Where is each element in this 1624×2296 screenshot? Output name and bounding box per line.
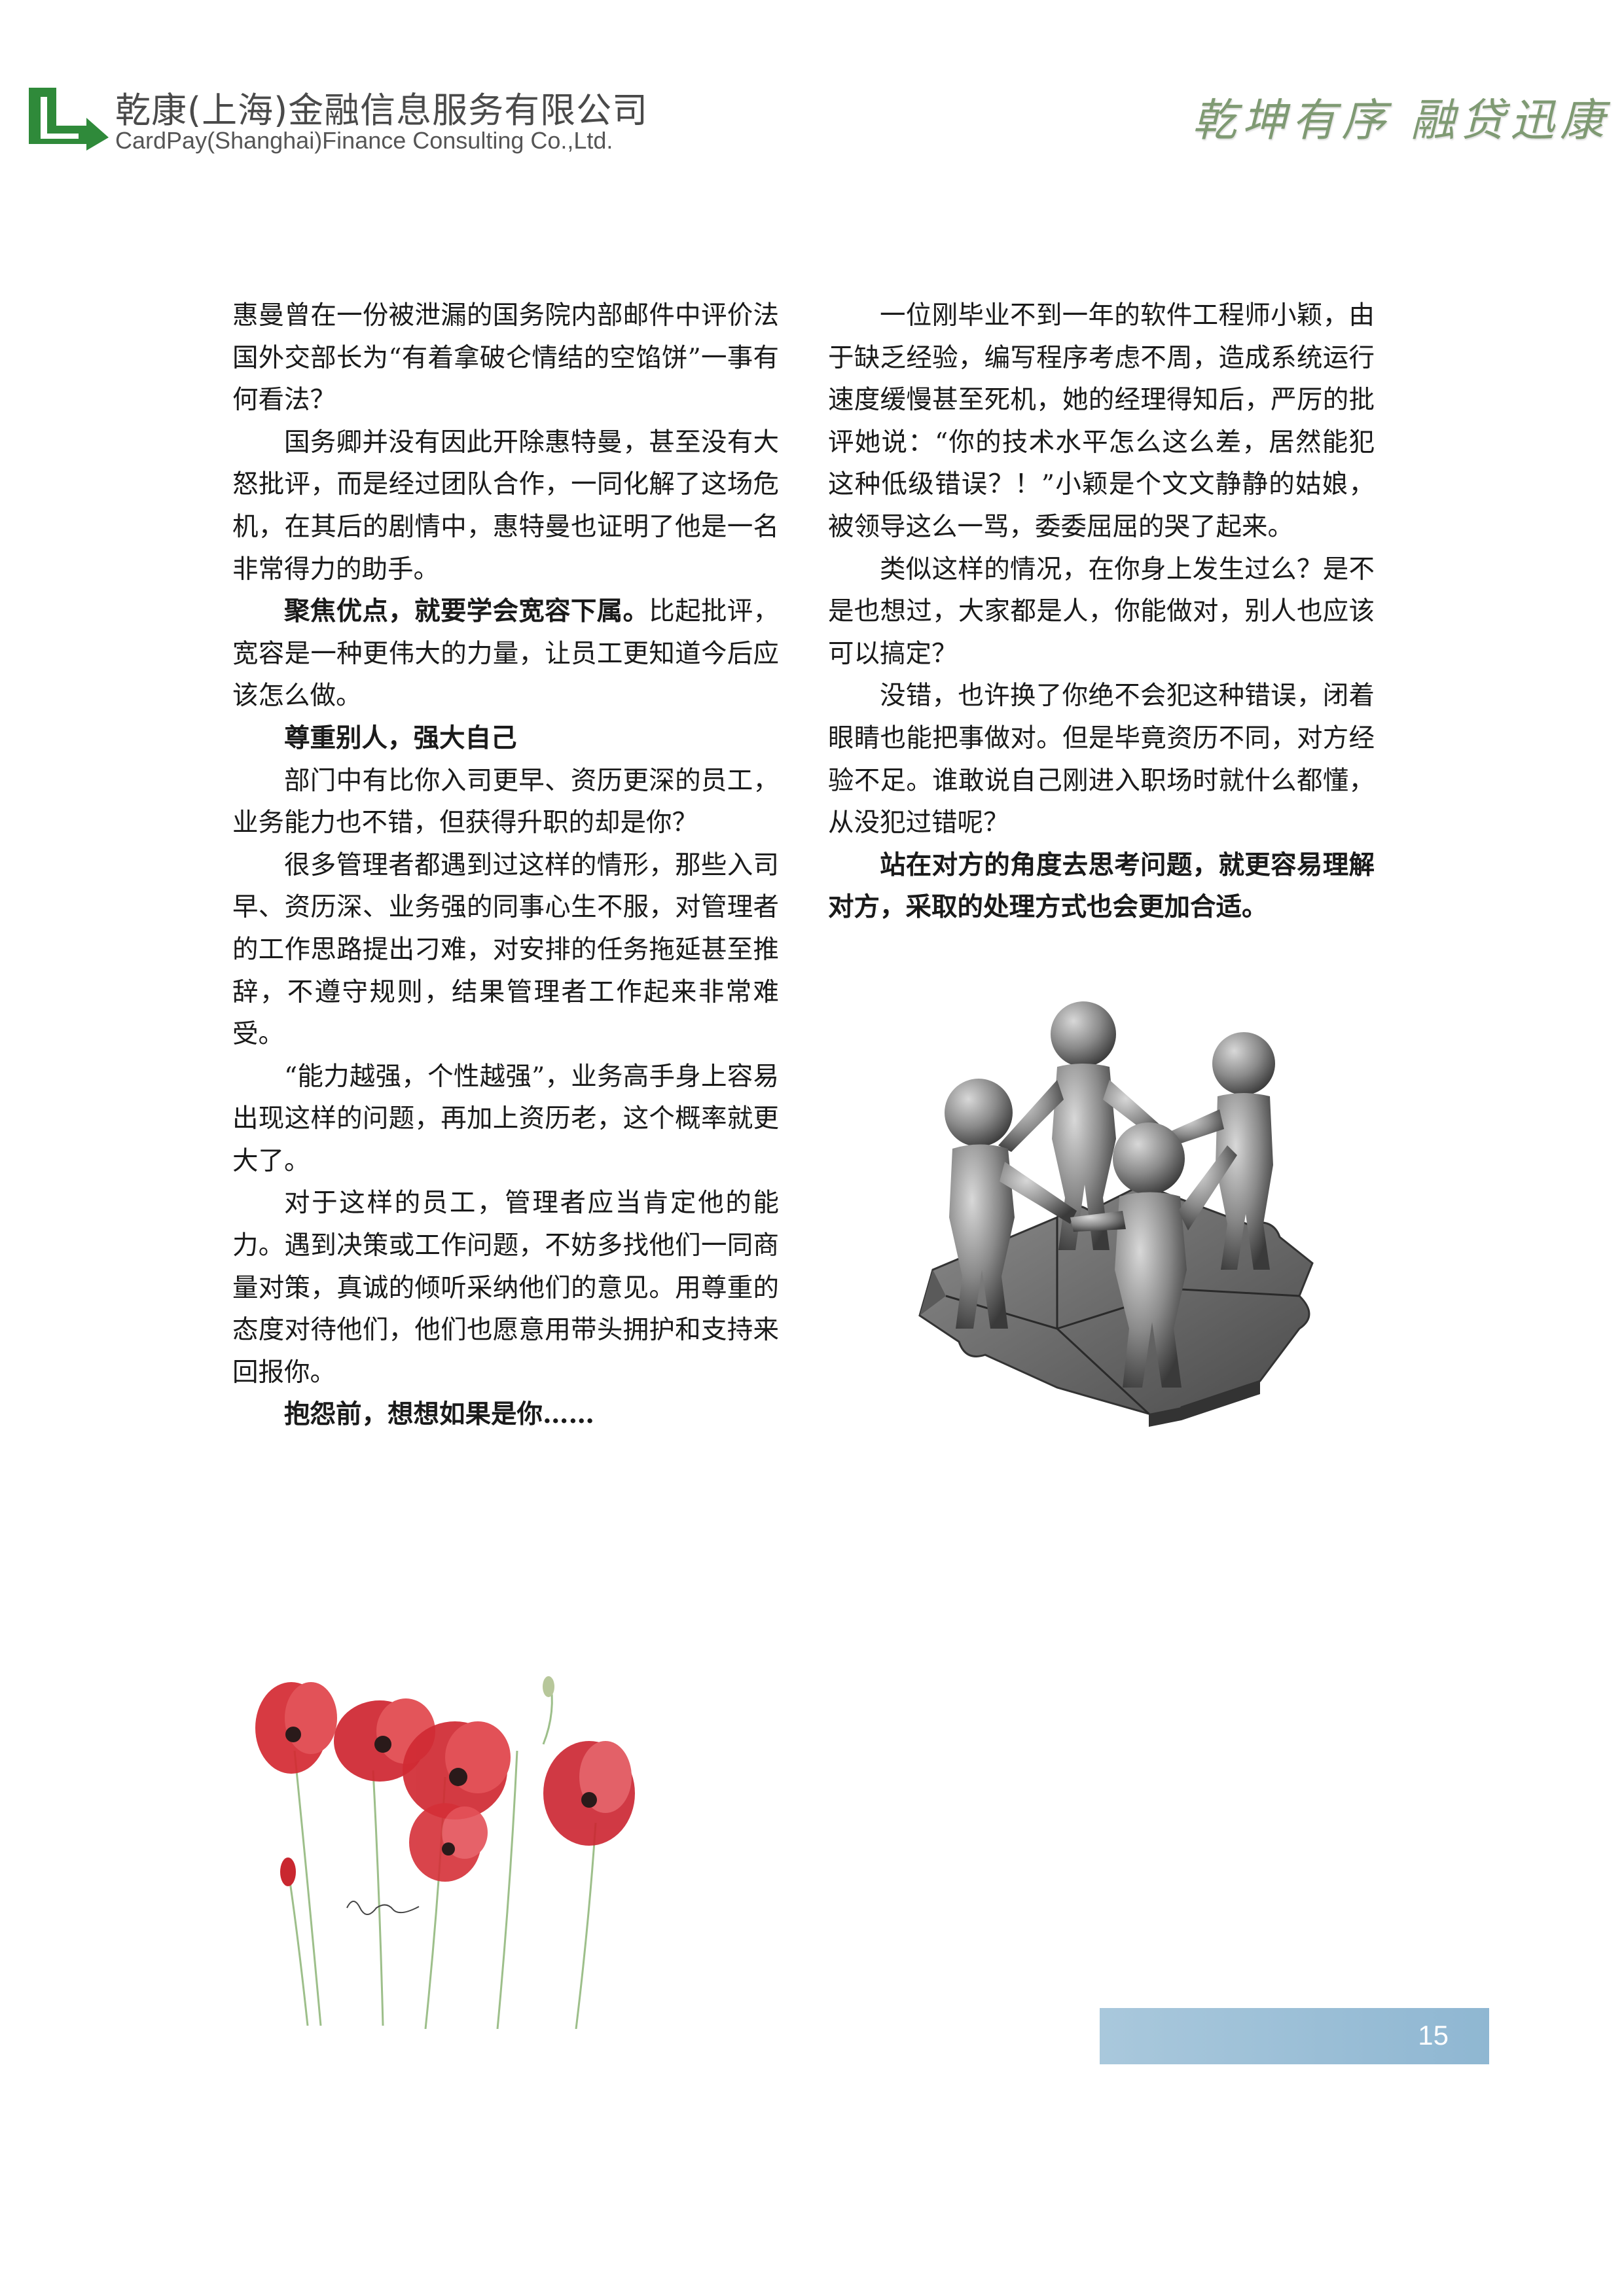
paragraph: 类似这样的情况，在你身上发生过么？是不是也想过，大家都是人，你能做对，别人也应该… — [828, 554, 1375, 669]
team-puzzle-illustration — [918, 1001, 1314, 1427]
paragraph: 国务卿并没有因此开除惠特曼，甚至没有大怒批评，而是经过团队合作，一同化解了这场危… — [232, 427, 779, 584]
figure-right — [1168, 1032, 1275, 1270]
page-number-tab: 15 — [1100, 2008, 1489, 2064]
figure-back — [998, 1001, 1168, 1250]
puzzle-pieces — [918, 1183, 1314, 1427]
paragraph: 对于这样的员工，管理者应当肯定他的能力。遇到决策或工作问题，不妨多找他们一同商量… — [232, 1188, 779, 1388]
paragraph: 聚焦优点，就要学会宽容下属。比起批评，宽容是一种更伟大的力量，让员工更知道今后应… — [232, 590, 779, 717]
section-heading: 尊重别人，强大自己 — [284, 723, 517, 753]
paragraph: 没错，也许换了你绝不会犯这种错误，闭着眼睛也能把事做对。但是毕竟资历不同，对方经… — [828, 681, 1375, 838]
figure-left — [945, 1079, 1077, 1329]
paragraph: 很多管理者都遇到过这样的情形，那些入司早、资历深、业务强的同事心生不服，对管理者… — [232, 850, 779, 1050]
poppy-bud — [543, 1676, 554, 1697]
left-column: 惠曼曾在一份被泄漏的国务院内部邮件中评价法国外交部长为“有着拿破仑情结的空馅饼”… — [232, 295, 779, 1436]
paragraph: 部门中有比你入司更早、资历更深的员工，业务能力也不错，但获得升职的却是你？ — [232, 765, 779, 838]
paragraph: 惠曼曾在一份被泄漏的国务院内部邮件中评价法国外交部长为“有着拿破仑情结的空馅饼”… — [232, 300, 779, 416]
poppy-flowers-illustration — [255, 1676, 635, 2029]
paragraph: 一位刚毕业不到一年的软件工程师小颖，由于缺乏经验，编写程序考虑不周，造成系统运行… — [828, 300, 1375, 542]
figure-front — [1070, 1122, 1237, 1388]
page-number: 15 — [1418, 2020, 1449, 2051]
bold-conclusion: 站在对方的角度去思考问题，就更容易理解对方，采取的处理方式也会更加合适。 — [828, 850, 1375, 923]
paragraph: “能力越强，个性越强”，业务高手身上容易出现这样的问题，再加上资历老，这个概率就… — [232, 1061, 779, 1176]
right-column: 一位刚毕业不到一年的软件工程师小颖，由于缺乏经验，编写程序考虑不周，造成系统运行… — [828, 295, 1375, 929]
section-heading: 抱怨前，想想如果是你…… — [284, 1399, 594, 1430]
company-name-cn: 乾康(上海)金融信息服务有限公司 — [115, 90, 649, 131]
company-logo — [29, 88, 109, 151]
company-name-en: CardPay(Shanghai)Finance Consulting Co.,… — [115, 127, 613, 154]
artist-signature — [346, 1901, 420, 1915]
paragraph-rest: 比起批评，宽容是一种更伟大的力量，让员工更知道今后应该怎么做。 — [232, 596, 780, 711]
slogan: 乾坤有序 融贷迅康 — [1192, 95, 1610, 147]
poppy-bud — [280, 1857, 296, 1886]
bold-lead: 聚焦优点，就要学会宽容下属。 — [284, 596, 649, 627]
